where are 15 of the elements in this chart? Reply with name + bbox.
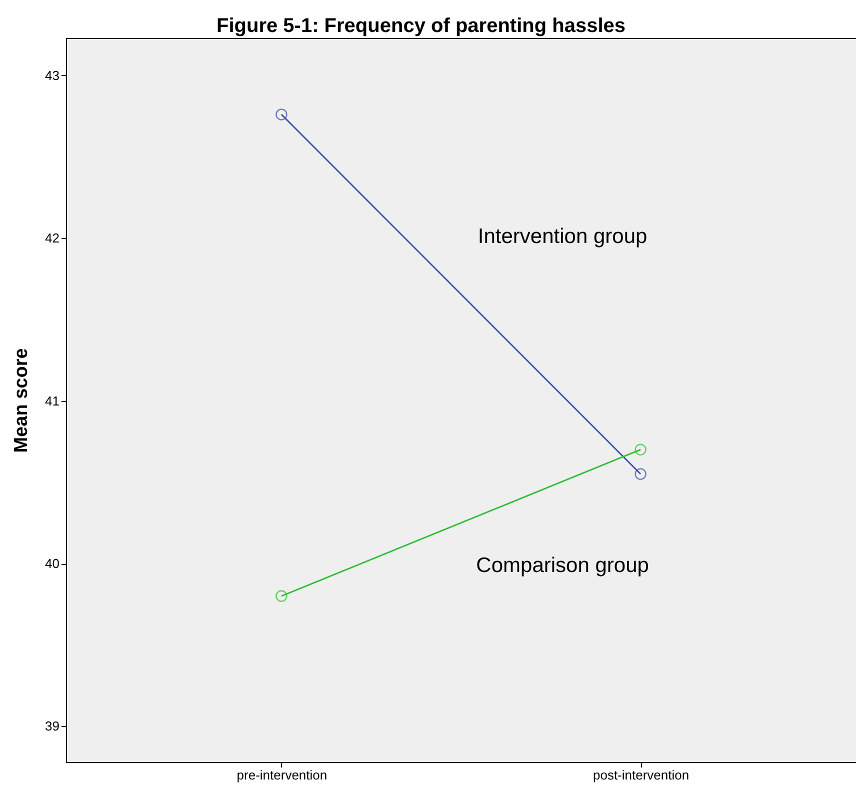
chart-title: Figure 5-1: Frequency of parenting hassles — [216, 15, 626, 37]
point — [276, 590, 288, 602]
y-tick-label: 41 — [45, 393, 60, 408]
x-tick-label: pre-intervention — [236, 768, 328, 782]
point — [276, 108, 288, 120]
y-tick-label: 39 — [45, 718, 60, 734]
text: Intervention group — [478, 225, 648, 248]
y-axis-title: Mean score — [11, 348, 32, 453]
y-tick-label: 40 — [45, 556, 60, 572]
x-tick-label: post-intervention — [592, 768, 690, 782]
point — [634, 444, 646, 456]
point — [634, 468, 646, 480]
series-label: Comparison group — [476, 554, 649, 577]
y-tick-label: 42 — [45, 230, 60, 246]
y-tick-label: 43 — [45, 68, 60, 83]
